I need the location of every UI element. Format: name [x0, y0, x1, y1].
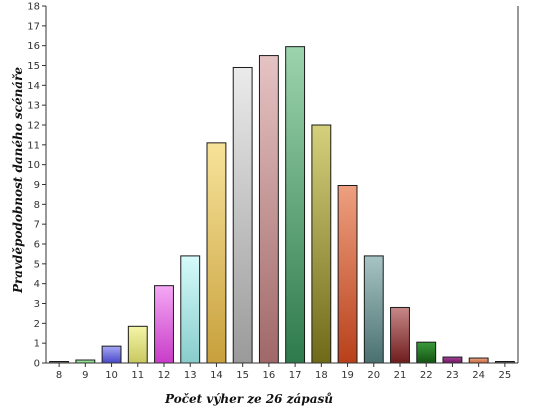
y-tick-label: 6	[34, 240, 40, 251]
y-tick-label: 18	[27, 2, 40, 13]
bar-10	[101, 345, 122, 364]
x-axis-title: Počet výher ze 26 zápasů	[164, 392, 333, 406]
y-tick-label: 9	[34, 180, 40, 191]
x-tick-label: 8	[56, 370, 62, 381]
y-tick-label: 2	[34, 319, 40, 330]
y-tick-label: 7	[34, 220, 40, 231]
y-tick-label: 17	[27, 21, 40, 32]
y-tick-label: 5	[34, 259, 40, 270]
x-tick-label: 25	[499, 370, 512, 381]
y-tick-label: 1	[34, 339, 40, 350]
axes-layer	[45, 6, 519, 364]
x-tick-label: 14	[210, 370, 223, 381]
bar-16	[258, 55, 279, 364]
bar-15	[232, 66, 253, 364]
x-tick-label: 24	[472, 370, 485, 381]
y-tick-label: 4	[34, 279, 40, 290]
bar-21	[390, 306, 410, 364]
y-tick-label: 15	[27, 61, 40, 72]
x-tick-label: 12	[158, 370, 171, 381]
y-tick-label: 14	[27, 81, 40, 92]
x-tick-label: 21	[394, 370, 407, 381]
y-tick-label: 8	[34, 200, 40, 211]
y-tick-label: 13	[27, 101, 40, 112]
bar-13	[180, 255, 201, 364]
x-tick-label: 17	[289, 370, 302, 381]
bar-19	[337, 184, 358, 364]
y-tick-label: 16	[27, 41, 40, 52]
bar-18	[311, 124, 332, 364]
bar-23	[442, 356, 463, 364]
y-tick-label: 11	[27, 140, 40, 151]
bar-17	[285, 46, 306, 364]
y-tick-label: 3	[34, 299, 40, 310]
x-tick-label: 9	[82, 370, 88, 381]
bar-11	[127, 325, 148, 364]
x-tick-label: 10	[105, 370, 118, 381]
bar-12	[154, 285, 174, 364]
y-tick-label: 0	[34, 359, 40, 370]
x-tick-label: 19	[341, 370, 354, 381]
bars-layer	[49, 46, 515, 364]
y-tick-label: 10	[27, 160, 40, 171]
bar-14	[206, 142, 227, 364]
x-tick-label: 22	[420, 370, 433, 381]
bar-22	[416, 341, 437, 364]
bar-24	[468, 357, 489, 364]
x-tick-label: 23	[446, 370, 459, 381]
x-tick-label: 20	[367, 370, 380, 381]
y-axis-title: Pravděpodobnost daného scénáře	[11, 67, 25, 294]
x-tick-label: 11	[131, 370, 144, 381]
y-tick-label: 12	[27, 121, 40, 132]
x-tick-label: 18	[315, 370, 328, 381]
bar-20	[363, 255, 384, 364]
x-tick-label: 16	[263, 370, 276, 381]
x-tick-label: 15	[236, 370, 249, 381]
x-tick-label: 13	[184, 370, 197, 381]
